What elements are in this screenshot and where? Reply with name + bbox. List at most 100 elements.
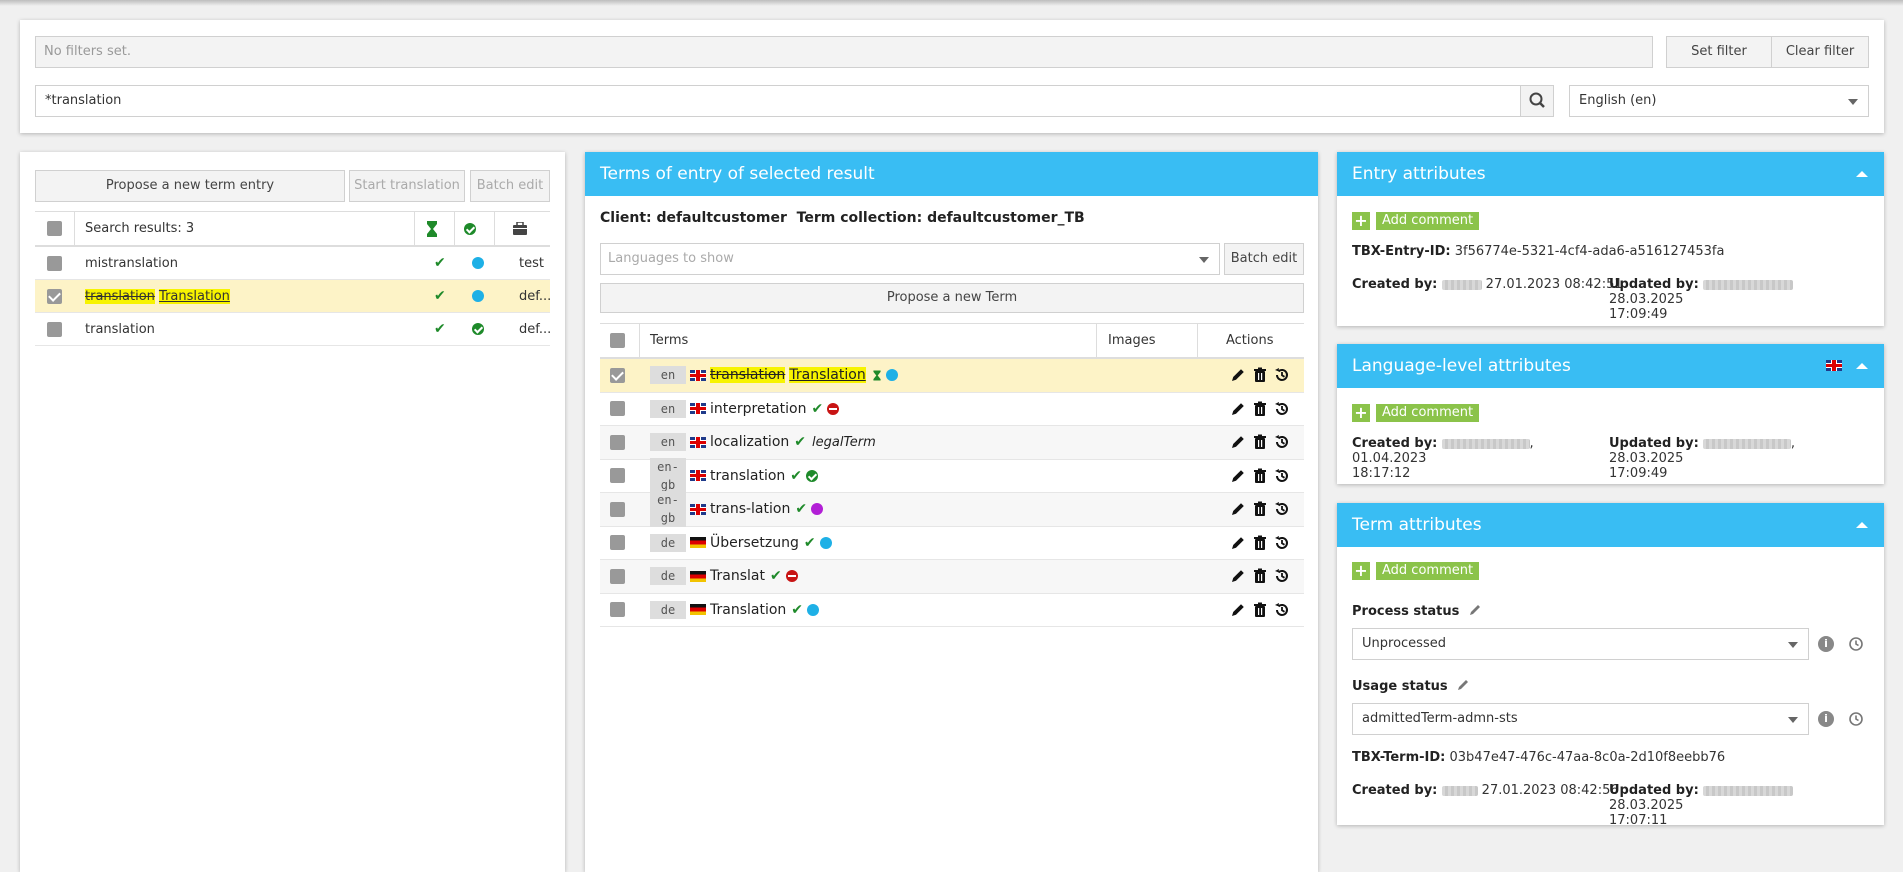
term-checkbox[interactable] xyxy=(610,568,625,584)
term-checkbox[interactable] xyxy=(610,468,625,484)
entry-updated-value: 28.03.2025 xyxy=(1609,292,1684,307)
chevron-up-icon[interactable] xyxy=(1856,363,1868,369)
term-row[interactable]: en localization ✔ legalTerm xyxy=(600,426,1304,460)
pencil-icon[interactable] xyxy=(1230,501,1246,517)
pencil-icon[interactable] xyxy=(1456,678,1470,692)
trash-icon[interactable] xyxy=(1252,468,1268,484)
row-checkbox[interactable] xyxy=(47,321,62,337)
trash-icon[interactable] xyxy=(1252,568,1268,584)
term-updated-label: Updated by: xyxy=(1609,783,1699,798)
pencil-icon[interactable] xyxy=(1468,603,1482,617)
term-row[interactable]: de Translation ✔ xyxy=(600,593,1304,627)
add-comment-button[interactable]: + Add comment xyxy=(1352,404,1480,422)
term-row[interactable]: de Translat ✔ xyxy=(600,560,1304,594)
filter-field[interactable]: No filters set. xyxy=(35,36,1653,68)
uk-flag-icon xyxy=(690,403,706,415)
languages-to-show-select[interactable]: Languages to show xyxy=(600,243,1220,275)
german-flag-icon xyxy=(690,537,706,549)
set-filter-button[interactable]: Set filter xyxy=(1666,36,1772,68)
history-icon[interactable] xyxy=(1274,501,1290,517)
term-checkbox[interactable] xyxy=(610,401,625,417)
trash-icon[interactable] xyxy=(1252,602,1268,618)
batch-edit-button[interactable]: Batch edit xyxy=(470,170,550,202)
term-attributes-panel: Term attributes + Add comment Process st… xyxy=(1337,503,1884,828)
pencil-icon[interactable] xyxy=(1230,434,1246,450)
chevron-up-icon[interactable] xyxy=(1856,171,1868,177)
term-checkbox[interactable] xyxy=(610,367,625,383)
history-icon[interactable] xyxy=(1274,434,1290,450)
pencil-icon[interactable] xyxy=(1230,468,1246,484)
term-row[interactable]: en-gb trans-lation ✔ xyxy=(600,491,1304,528)
term-text: Übersetzung xyxy=(710,534,799,551)
trash-icon[interactable] xyxy=(1252,401,1268,417)
search-input[interactable]: *translation xyxy=(35,85,1521,117)
term-row[interactable]: de Übersetzung ✔ xyxy=(600,526,1304,560)
result-collection: def... xyxy=(519,321,552,337)
result-row[interactable]: mistranslation ✔ test xyxy=(35,247,550,280)
process-status-select[interactable]: Unprocessed xyxy=(1352,628,1809,660)
briefcase-icon[interactable] xyxy=(513,222,527,235)
term-attributes-header[interactable]: Term attributes xyxy=(1337,503,1884,547)
clear-filter-button[interactable]: Clear filter xyxy=(1771,36,1869,68)
usage-status-select[interactable]: admittedTerm-admn-sts xyxy=(1352,703,1809,735)
info-icon[interactable]: i xyxy=(1818,636,1834,652)
start-translation-button[interactable]: Start translation xyxy=(349,170,465,202)
trash-icon[interactable] xyxy=(1252,367,1268,383)
process-status-label-text: Process status xyxy=(1352,604,1460,619)
entry-id-label: TBX-Entry-ID: xyxy=(1352,244,1451,259)
pencil-icon[interactable] xyxy=(1230,401,1246,417)
history-icon[interactable] xyxy=(1274,367,1290,383)
language-created-time: 18:17:12 xyxy=(1352,466,1411,481)
history-icon[interactable] xyxy=(1274,401,1290,417)
uk-flag-icon xyxy=(690,503,706,515)
propose-term-entry-button[interactable]: Propose a new term entry xyxy=(35,170,345,202)
history-icon[interactable] xyxy=(1274,468,1290,484)
language-select[interactable]: English (en) xyxy=(1569,85,1869,117)
term-row-selected[interactable]: en translation Translation xyxy=(600,359,1304,393)
history-icon[interactable] xyxy=(1848,711,1864,727)
result-row[interactable]: translation ✔ def... xyxy=(35,313,552,346)
history-icon[interactable] xyxy=(1274,535,1290,551)
term-created-label: Created by: xyxy=(1352,783,1438,798)
pencil-icon[interactable] xyxy=(1230,367,1246,383)
pencil-icon[interactable] xyxy=(1230,602,1246,618)
add-comment-button[interactable]: + Add comment xyxy=(1352,562,1480,580)
search-button[interactable] xyxy=(1520,85,1554,117)
uk-flag-icon xyxy=(690,436,706,448)
term-checkbox[interactable] xyxy=(610,535,625,551)
term-checkbox[interactable] xyxy=(610,501,625,517)
history-icon[interactable] xyxy=(1848,636,1864,652)
info-icon[interactable]: i xyxy=(1818,711,1834,727)
row-checkbox[interactable] xyxy=(47,288,62,304)
row-checkbox[interactable] xyxy=(47,255,62,271)
language-attributes-header[interactable]: Language-level attributes xyxy=(1337,344,1884,388)
term-text: localization xyxy=(710,434,790,451)
add-comment-button[interactable]: + Add comment xyxy=(1352,212,1480,230)
propose-term-button[interactable]: Propose a new Term xyxy=(600,283,1304,313)
trash-icon[interactable] xyxy=(1252,501,1268,517)
term-checkbox[interactable] xyxy=(610,434,625,450)
chevron-up-icon[interactable] xyxy=(1856,522,1868,528)
history-icon[interactable] xyxy=(1274,602,1290,618)
hourglass-icon[interactable] xyxy=(425,220,439,237)
select-all-checkbox[interactable] xyxy=(47,221,62,236)
terms-panel: Terms of entry of selected result Client… xyxy=(585,152,1318,872)
term-text-underline: Translation xyxy=(789,367,866,384)
language-updated-label: Updated by: xyxy=(1609,436,1699,451)
entry-created-label: Created by: xyxy=(1352,277,1438,292)
entry-attributes-header[interactable]: Entry attributes xyxy=(1337,152,1884,196)
term-checkbox[interactable] xyxy=(610,602,625,618)
history-icon[interactable] xyxy=(1274,568,1290,584)
term-row[interactable]: en-gb translation ✔ xyxy=(600,457,1304,494)
batch-edit-terms-button[interactable]: Batch edit xyxy=(1224,243,1304,275)
checkmark-icon: ✔ xyxy=(790,467,803,484)
pencil-icon[interactable] xyxy=(1230,535,1246,551)
check-circle-icon[interactable] xyxy=(464,222,476,235)
pencil-icon[interactable] xyxy=(1230,568,1246,584)
select-all-terms-checkbox[interactable] xyxy=(610,333,625,348)
term-row[interactable]: en interpretation ✔ xyxy=(600,392,1304,426)
result-row-selected[interactable]: translation Translation ✔ def... xyxy=(35,280,551,313)
trash-icon[interactable] xyxy=(1252,434,1268,450)
trash-icon[interactable] xyxy=(1252,535,1268,551)
language-updated-value: , 28.03.2025 xyxy=(1609,436,1796,466)
